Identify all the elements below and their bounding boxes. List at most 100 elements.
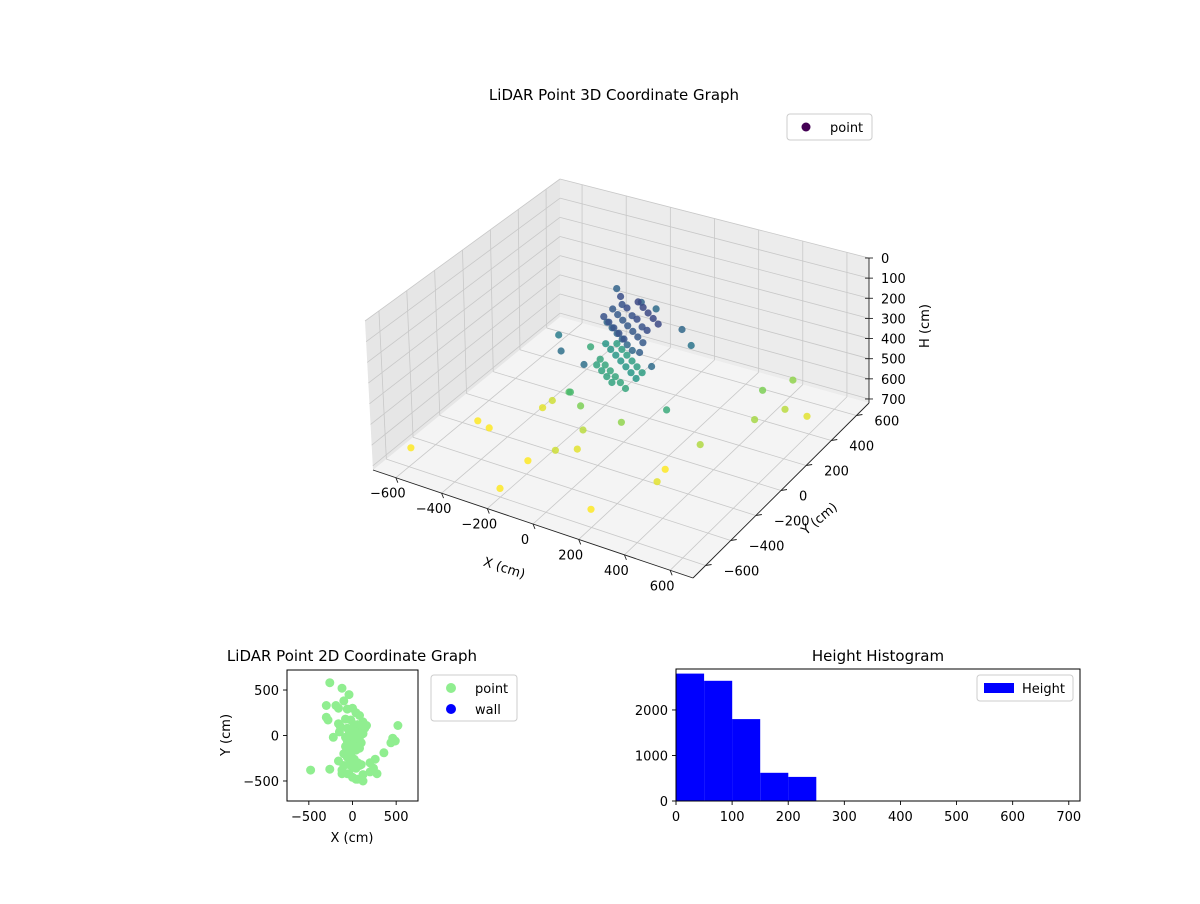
chart-3d-grid-h-back (559, 216, 870, 299)
chart-3d-grid-y-floor (386, 458, 706, 566)
chart-2d-point-point (358, 776, 368, 786)
chart-3d-x-tick (669, 570, 673, 576)
chart-2d-point-point (334, 703, 343, 713)
histogram-bar (704, 680, 733, 801)
chart-3d-z-axis-label: H (cm) (918, 304, 933, 348)
chart-3d-point (596, 355, 604, 363)
chart-3d-z-tick-label: 100 (881, 272, 906, 287)
chart-3d-point (687, 341, 695, 350)
chart-2d-legend: point wall (430, 674, 518, 722)
chart-3d-point (632, 374, 640, 383)
chart-3d-x-tick-label: −600 (370, 487, 406, 502)
chart-3d-point (603, 373, 611, 381)
histogram-bar (760, 772, 789, 801)
chart-3d-z-tick-label: 400 (881, 333, 906, 348)
histogram-x-tick-label: 400 (888, 810, 913, 825)
chart-3d-point (634, 333, 642, 341)
chart-3d-point (615, 329, 623, 337)
chart-3d-grid-h-side (370, 274, 561, 425)
chart-3d-point (602, 340, 610, 348)
chart-2d-point-point (323, 715, 333, 725)
chart-3d-point (606, 367, 614, 375)
chart-3d-point (648, 362, 656, 371)
chart-3d-x-tick (395, 477, 399, 483)
chart-3d-point (618, 345, 626, 353)
chart-3d-grid-h-side (366, 217, 561, 363)
chart-3d-point (611, 373, 619, 381)
chart-3d-grid-y-floor (466, 393, 782, 491)
chart-3d-side-pane (365, 179, 560, 470)
chart-3d-point (627, 369, 635, 377)
chart-3d-point (639, 339, 647, 347)
histogram-y-tick-label: 1000 (635, 749, 668, 764)
chart-3d-point (496, 484, 504, 492)
chart-3d-x-axis-label: X (cm) (481, 555, 527, 583)
chart-3d-point (628, 346, 636, 355)
chart-3d-point (619, 316, 627, 324)
chart-3d-point (623, 304, 631, 312)
chart-3d-point (623, 341, 631, 349)
chart-3d-floor-pane (373, 317, 869, 578)
chart-3d-point (610, 324, 618, 332)
chart-3d-point (644, 309, 652, 317)
chart-2d-point-point (344, 769, 354, 779)
histogram-x-tick-label: 0 (672, 810, 680, 825)
chart-2d-point-point (370, 754, 380, 764)
chart-2d-x-tick-label: 0 (348, 810, 356, 825)
chart-3d-point (555, 331, 563, 339)
chart-3d-point (696, 441, 704, 449)
histogram-legend-box (976, 674, 1074, 702)
chart-3d-point (628, 357, 636, 365)
chart-3d-z-tick-label: 700 (881, 393, 906, 408)
chart-3d-point (587, 343, 595, 351)
chart-3d-grid-y-floor (412, 436, 731, 541)
chart-3d-point (551, 446, 560, 454)
chart-3d-y-tick-label: −600 (724, 565, 760, 580)
chart-3d-point (539, 404, 547, 412)
histogram-x-tick-label: 100 (720, 810, 745, 825)
chart-histogram: Height Histogram 0 100 200 300 400 500 600 7000… (635, 647, 1081, 825)
chart-3d-z-tick-label: 300 (881, 312, 906, 327)
chart-3d-grid-h-back (559, 178, 870, 259)
chart-2d-points (306, 678, 403, 786)
chart-3d-x-tick-label: 0 (521, 533, 529, 548)
chart-2d-point-point (349, 733, 359, 743)
chart-3d-point (638, 323, 646, 331)
chart-3d-point (613, 340, 621, 348)
chart-3d-z-tick-label: 0 (881, 252, 889, 267)
chart-3d-point (593, 361, 601, 369)
chart-3d-y-tick (780, 489, 788, 491)
chart-3d-legend-marker (801, 122, 811, 132)
chart-3d-point (600, 313, 608, 321)
chart-3d-point (607, 345, 615, 353)
chart-2d-point-point (328, 732, 338, 742)
chart-3d-grid-y-floor (439, 414, 756, 516)
chart-3d-point (636, 348, 644, 357)
chart-3d-y-tick-label: 400 (849, 440, 874, 455)
chart-3d-point (678, 325, 686, 334)
chart-2d-x-tick-label: 500 (384, 810, 409, 825)
chart-3d-point (579, 426, 587, 434)
chart-3d-grid-y-floor (519, 349, 832, 441)
chart-2d-point-point (351, 774, 361, 784)
chart-3d-y-tick (755, 514, 762, 516)
histogram-legend-swatch (984, 683, 1014, 693)
chart-3d-point (614, 311, 622, 319)
chart-3d-point (573, 445, 581, 453)
chart-3d-point (616, 379, 625, 387)
chart-3d-point (624, 322, 632, 330)
histogram-legend: Height (976, 674, 1074, 702)
chart-3d-point (781, 405, 789, 413)
chart-3d-z-tick-label: 500 (881, 353, 906, 368)
histogram-x-tick-label: 300 (832, 810, 857, 825)
chart-3d-points (407, 285, 811, 513)
chart-2d-point-point (337, 683, 347, 693)
chart-3d-grid-h-back (559, 236, 870, 319)
chart-2d-y-tick-label: 500 (254, 684, 279, 699)
chart-2d-frame (286, 669, 419, 802)
chart-2d-y-tick-label: 0 (271, 730, 279, 745)
chart-2d-y-axis-label: Y (cm) (219, 714, 234, 757)
chart-3d-grid-h-side (365, 197, 561, 343)
chart-3d-grid-y-floor (493, 371, 807, 466)
